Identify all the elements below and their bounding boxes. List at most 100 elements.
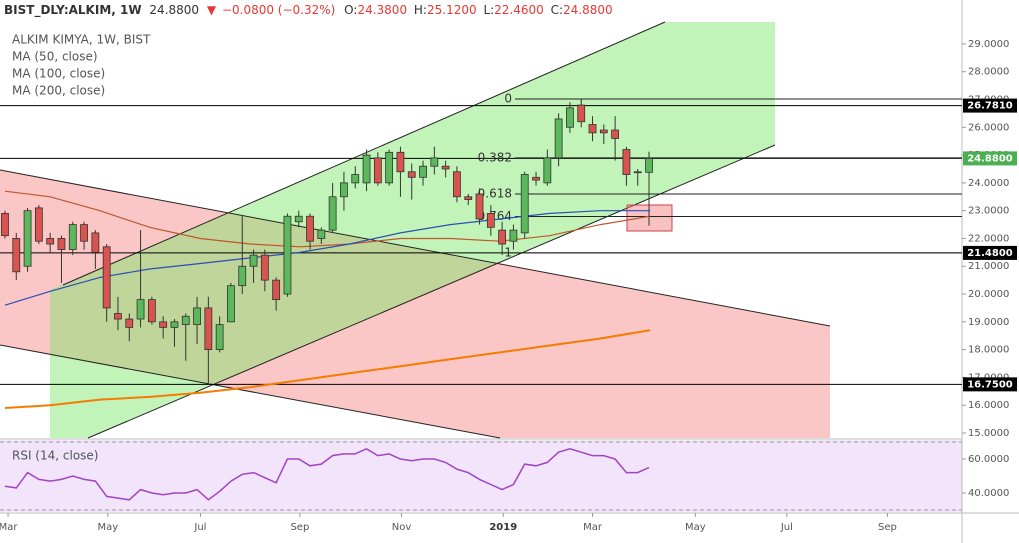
candle-body xyxy=(554,118,563,159)
candle-body xyxy=(215,324,224,351)
candle-body xyxy=(599,129,608,134)
candle-body xyxy=(453,171,461,198)
price-label-box xyxy=(963,245,1017,260)
candle-body xyxy=(249,254,258,267)
y-tick-label: 29.0000 xyxy=(968,39,1009,50)
y-tick-label: 18.0000 xyxy=(968,345,1009,356)
y-tick-label: 28.0000 xyxy=(968,67,1009,78)
fib-ratio: 0.382 xyxy=(478,150,512,164)
candle-body xyxy=(588,124,597,134)
header: BIST_DLY:ALKIM, 1W 24.8800 ▼ −0.0800 (−0… xyxy=(4,3,613,18)
legend-entry: MA (100, close) xyxy=(12,67,105,81)
candle-body xyxy=(464,196,473,200)
candle-body xyxy=(328,196,337,231)
fib-ratio: 0 xyxy=(504,91,512,105)
candle-body xyxy=(645,158,653,173)
open-label: O: xyxy=(344,3,357,17)
candle-body xyxy=(611,129,620,139)
candle-body xyxy=(125,318,134,328)
channel-line xyxy=(0,169,831,327)
symbol: BIST_DLY:ALKIM, 1W xyxy=(4,3,142,18)
change: −0.0800 (−0.32%) xyxy=(222,3,335,17)
open-value: 24.3800 xyxy=(357,3,407,17)
y-tick-label: 60.0000 xyxy=(968,454,1009,465)
rsi-pane xyxy=(0,440,962,512)
candle-body xyxy=(486,213,495,228)
moving-average xyxy=(4,190,651,248)
candle-body xyxy=(12,238,21,273)
candle-body xyxy=(68,224,77,250)
candle-body xyxy=(227,285,235,323)
change-arrow: ▼ xyxy=(207,3,217,17)
x-tick-label: Jul xyxy=(780,522,793,533)
candle-body xyxy=(509,229,518,242)
close-value: 24.8800 xyxy=(563,3,613,17)
x-tick-label: May xyxy=(97,522,118,533)
moving-average xyxy=(4,329,651,409)
x-tick-label: Mar xyxy=(583,522,603,533)
x-tick-label: Sep xyxy=(878,522,897,533)
candle-body xyxy=(102,246,111,309)
candle-body xyxy=(532,176,540,181)
pane-title: RSI (14, close) xyxy=(12,449,98,463)
channel-line xyxy=(62,21,666,286)
candle-body xyxy=(294,215,303,223)
plot-layer: 15.000016.000017.000018.000019.000020.00… xyxy=(0,33,1017,533)
candle-body xyxy=(272,279,281,300)
price-label-box xyxy=(963,377,1017,392)
candle-body xyxy=(114,313,122,320)
low-label: L: xyxy=(483,3,494,17)
price-label: 24.8800 xyxy=(967,153,1013,164)
last-price: 24.8800 xyxy=(149,3,199,17)
candle-body xyxy=(498,229,507,245)
candle-body xyxy=(373,157,382,184)
candle-body xyxy=(260,254,269,281)
candle-body xyxy=(407,171,416,178)
candle-body xyxy=(351,174,360,184)
y-tick-label: 20.0000 xyxy=(968,289,1009,300)
x-tick-label: Mar xyxy=(0,522,18,533)
candle-body xyxy=(1,213,9,237)
price-label: 21.4800 xyxy=(967,248,1013,259)
close-label: C: xyxy=(551,3,563,17)
fib-ratio: 0.618 xyxy=(478,186,512,200)
candle-body xyxy=(80,224,88,242)
candle-body xyxy=(317,229,326,239)
candle-body xyxy=(46,238,55,245)
fib-ratio: 1 xyxy=(504,245,512,259)
candle-body xyxy=(238,265,247,287)
candle-body xyxy=(520,174,529,234)
y-tick-label: 22.0000 xyxy=(968,233,1009,244)
high-value: 25.1200 xyxy=(427,3,477,17)
legend-entry: MA (200, close) xyxy=(12,84,105,98)
x-tick-label: 2019 xyxy=(489,522,517,533)
candle-body xyxy=(566,107,574,128)
candle-body xyxy=(159,321,168,328)
candle-body xyxy=(396,151,405,173)
candle-body xyxy=(362,154,371,184)
candle-body xyxy=(57,238,66,250)
candle-body xyxy=(577,104,586,123)
candle-body xyxy=(475,193,484,220)
candle-body xyxy=(419,165,427,178)
candle-body xyxy=(633,171,642,174)
candle-body xyxy=(23,210,32,267)
candle-body xyxy=(441,165,450,170)
legend-entry: MA (50, close) xyxy=(12,50,98,64)
y-tick-label: 26.0000 xyxy=(968,122,1009,133)
channel-line xyxy=(0,344,501,439)
candle-body xyxy=(170,321,179,328)
fib-ratio: 0.764 xyxy=(478,209,512,223)
candle-body xyxy=(204,307,213,351)
legend-title: ALKIM KIMYA, 1W, BIST xyxy=(12,33,151,47)
down-channel xyxy=(0,170,830,438)
candle-body xyxy=(283,215,292,295)
candle-body xyxy=(385,151,394,184)
x-tick-label: Nov xyxy=(392,522,412,533)
y-tick-label: 21.0000 xyxy=(968,261,1009,272)
candle-body xyxy=(136,299,145,320)
y-tick-label: 23.0000 xyxy=(968,206,1009,217)
x-tick-label: May xyxy=(685,522,706,533)
candle-body xyxy=(622,149,631,175)
